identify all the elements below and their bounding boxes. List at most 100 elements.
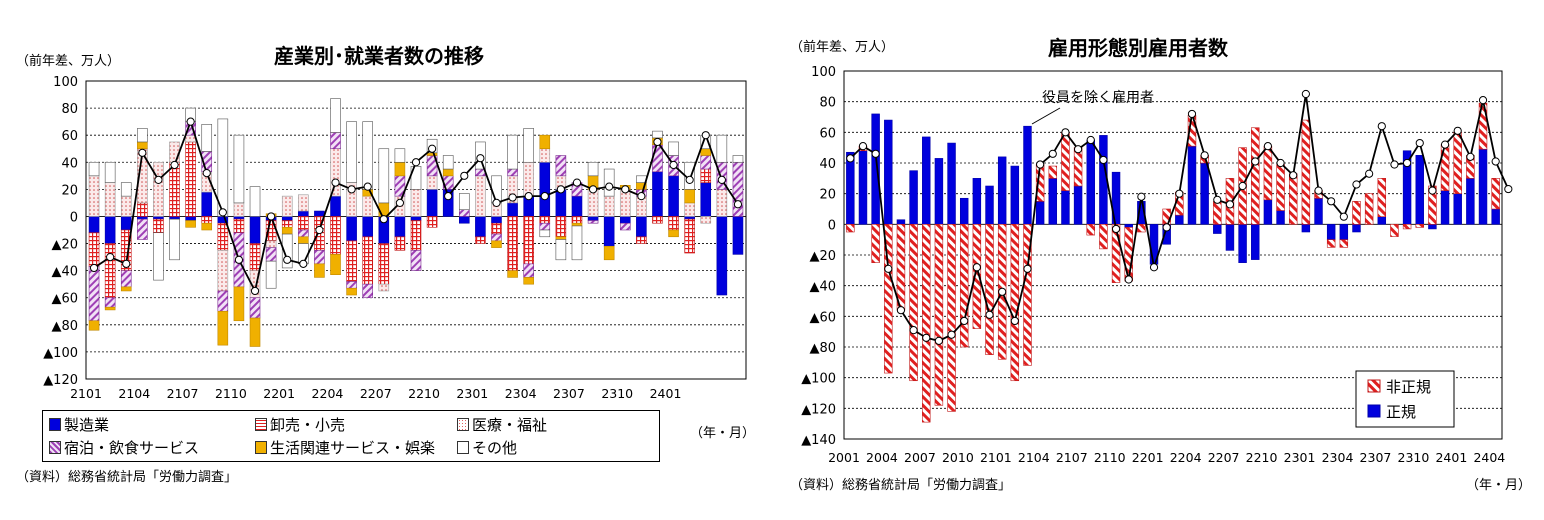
lbar-segment bbox=[104, 182, 116, 217]
lbar-segment bbox=[185, 141, 196, 217]
rx-tick-label: 2301 bbox=[1284, 450, 1316, 465]
lbar-segment bbox=[233, 134, 245, 204]
left-legend-item-manufacturing: 製造業 bbox=[49, 414, 109, 435]
lbar-segment bbox=[249, 243, 261, 271]
lbar-segment bbox=[539, 161, 551, 217]
rbar-segment bbox=[846, 224, 855, 233]
left-legend-item-medical: 医療・福祉 bbox=[457, 414, 547, 435]
ltotal-point bbox=[733, 200, 743, 209]
ltotal-point bbox=[218, 208, 227, 217]
rx-tick-label: 2104 bbox=[1018, 450, 1050, 465]
right-annotation: 役員を除く雇用者 bbox=[1042, 89, 1154, 106]
lbar-segment bbox=[410, 216, 422, 221]
lbar-segment bbox=[88, 161, 100, 177]
ltotal-point bbox=[508, 193, 517, 202]
rtotal-point bbox=[1048, 149, 1057, 158]
lbar-segment bbox=[233, 216, 245, 220]
ltotal-point bbox=[717, 175, 726, 184]
ltotal-point bbox=[637, 192, 646, 201]
rbar-segment bbox=[1352, 224, 1361, 233]
lbar-segment bbox=[378, 243, 390, 285]
lbar-segment bbox=[555, 155, 567, 177]
ltotal-point bbox=[186, 117, 195, 126]
right-chart: 100 80 60 40 20 0 ▲20 ▲40 ▲60 ▲80 ▲100 ▲120 ▲140 2001… bbox=[801, 65, 1513, 465]
rbar-segment bbox=[1225, 224, 1235, 251]
ltotal-point bbox=[363, 182, 372, 191]
lbar-segment bbox=[378, 283, 390, 292]
rbar-segment bbox=[959, 197, 969, 225]
lbar-segment bbox=[104, 216, 116, 244]
rtotal-point bbox=[1390, 160, 1399, 169]
lbar-segment bbox=[507, 216, 518, 271]
ry-tick-label: ▲60 bbox=[809, 310, 836, 325]
rbar-segment bbox=[1339, 224, 1349, 240]
lbar-segment bbox=[217, 290, 229, 312]
lbar-segment bbox=[346, 240, 357, 282]
rbar-segment bbox=[1137, 224, 1146, 233]
lbar-segment bbox=[523, 277, 534, 285]
lbar-segment bbox=[716, 216, 728, 296]
ry-tick-label: 0 bbox=[828, 218, 836, 233]
lbar-segment bbox=[555, 216, 567, 238]
lbar-segment bbox=[587, 216, 599, 221]
lbar-segment bbox=[362, 283, 373, 299]
lx-tick-label: 2207 bbox=[360, 386, 392, 401]
rtotal-point bbox=[1137, 192, 1146, 201]
rbar-segment bbox=[1023, 224, 1032, 366]
lbar-segment bbox=[233, 218, 245, 234]
lbar-segment bbox=[539, 148, 551, 163]
lbar-segment bbox=[104, 306, 116, 311]
lbar-segment bbox=[153, 232, 164, 281]
rx-tick-label: 2010 bbox=[942, 450, 974, 465]
lbar-segment bbox=[330, 254, 341, 276]
lbar-segment bbox=[426, 216, 438, 228]
lbar-segment bbox=[571, 195, 583, 217]
lbar-segment bbox=[459, 193, 470, 210]
rbar-segment bbox=[909, 170, 918, 225]
lbar-segment bbox=[137, 202, 148, 217]
lbar-segment bbox=[346, 287, 357, 296]
lbar-segment bbox=[491, 233, 502, 242]
lbar-segment bbox=[298, 236, 309, 244]
rtotal-point bbox=[1200, 151, 1209, 160]
rtotal-point bbox=[1327, 197, 1336, 206]
rtotal-point bbox=[1213, 195, 1222, 204]
lbar-segment bbox=[587, 161, 599, 177]
rbar-segment bbox=[1010, 165, 1020, 225]
lbar-segment bbox=[120, 216, 132, 231]
rtotal-point bbox=[1225, 200, 1235, 209]
lbar-segment bbox=[571, 216, 583, 224]
rx-tick-label: 2307 bbox=[1360, 450, 1392, 465]
ltotal-point bbox=[605, 182, 614, 191]
ly-tick-label: 60 bbox=[61, 129, 78, 144]
lbar-segment bbox=[684, 189, 695, 204]
lbar-segment bbox=[88, 320, 100, 331]
lbar-segment bbox=[330, 98, 341, 133]
rbar-segment bbox=[858, 150, 868, 225]
ltotal-point bbox=[540, 192, 549, 201]
rbar-segment bbox=[1061, 132, 1070, 191]
lbar-segment bbox=[217, 310, 229, 346]
rbar-segment bbox=[1111, 224, 1121, 283]
lbar-segment bbox=[716, 189, 728, 217]
rtotal-point bbox=[1238, 181, 1247, 191]
lbar-segment bbox=[410, 220, 422, 251]
right-x-axis-label: （年・月） bbox=[1466, 478, 1532, 493]
right-chart-title: 雇用形態別雇用者数 bbox=[1048, 36, 1228, 60]
lbar-segment bbox=[539, 134, 551, 150]
lbar-segment bbox=[330, 216, 341, 255]
rbar-segment bbox=[1213, 201, 1222, 225]
lbar-segment bbox=[459, 216, 470, 224]
lbar-segment bbox=[539, 222, 551, 231]
ltotal-point bbox=[685, 175, 694, 184]
lbar-segment bbox=[137, 216, 148, 220]
rtotal-point bbox=[998, 287, 1007, 296]
lbar-segment bbox=[362, 195, 373, 217]
rx-tick-label: 2101 bbox=[980, 450, 1012, 465]
lbar-segment bbox=[700, 148, 712, 156]
rtotal-point bbox=[1339, 212, 1348, 221]
ltotal-point bbox=[89, 263, 99, 273]
lbar-segment bbox=[120, 195, 132, 217]
rtotal-point bbox=[1314, 186, 1323, 195]
